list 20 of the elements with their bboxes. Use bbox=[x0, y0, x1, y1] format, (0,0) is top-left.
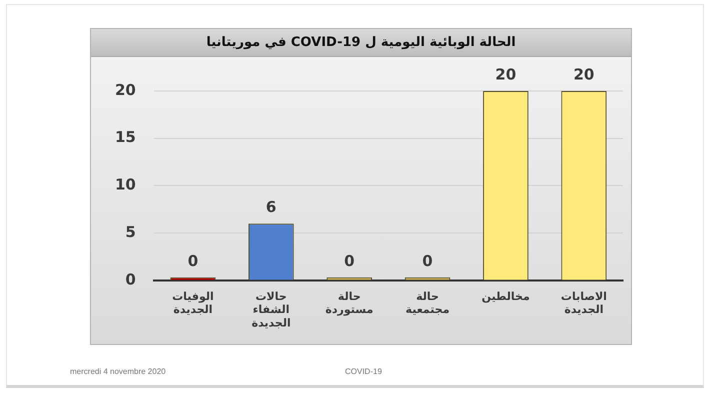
y-tick-label: 5 bbox=[125, 222, 136, 241]
data-label: 20 bbox=[495, 65, 516, 84]
x-tick-label: مخالطين bbox=[482, 290, 530, 303]
y-tick-label: 10 bbox=[115, 176, 136, 194]
text: COVID-19 bbox=[345, 367, 382, 376]
y-tick-label: 15 bbox=[115, 128, 136, 146]
y-tick-label: 20 bbox=[115, 80, 136, 99]
data-label: 6 bbox=[266, 198, 276, 216]
data-label: 0 bbox=[422, 252, 433, 270]
data-label: 0 bbox=[188, 252, 198, 270]
x-tick-label: الوفيات الجديدة bbox=[172, 290, 214, 316]
x-tick-label: حالة مجتمعية bbox=[406, 290, 450, 316]
data-label: 20 bbox=[573, 65, 594, 84]
x-tick-label: حالة مستوردة bbox=[325, 290, 374, 316]
x-tick-label: الاصابات الجديدة bbox=[560, 290, 607, 316]
y-tick-label: 0 bbox=[125, 270, 136, 288]
chart-title: الحالة الوبائية اليومية ل COVID-19 في موريتانيا bbox=[91, 29, 631, 57]
x-tick-label: حالات الشفاء الجديدة bbox=[252, 290, 291, 330]
text: mercredi 4 novembre 2020 bbox=[70, 367, 166, 376]
data-label: 0 bbox=[344, 252, 355, 270]
